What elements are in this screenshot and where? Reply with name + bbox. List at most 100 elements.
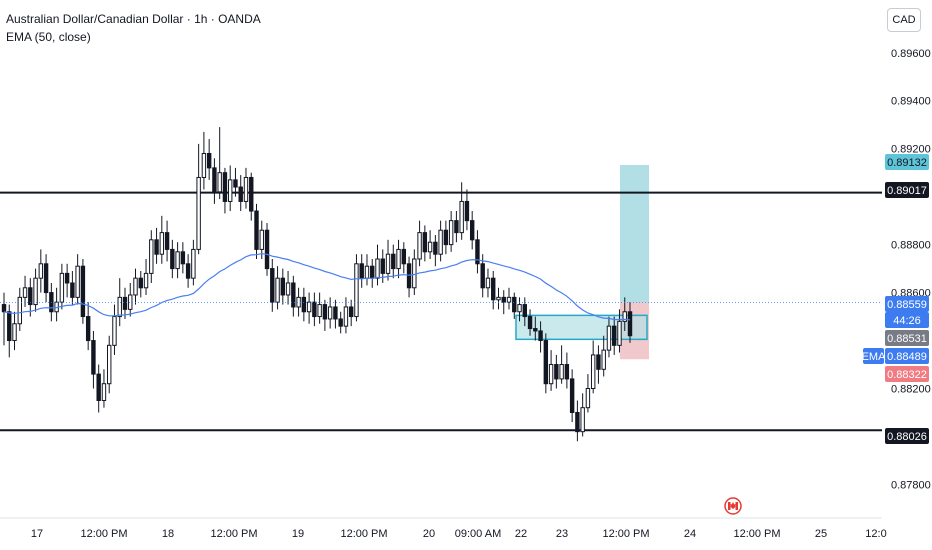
price-tag: 44:26 [885,312,929,328]
candle [370,259,375,288]
candle [401,242,407,274]
candle [317,292,322,324]
candle [285,270,291,305]
candle [496,287,501,310]
candle [338,311,343,334]
candle [149,230,154,283]
candle [596,345,601,384]
candle [564,352,570,389]
candle [201,131,207,190]
candle [143,259,149,295]
candle [585,374,591,413]
candle [64,263,70,298]
currency-button[interactable]: CAD [887,8,921,32]
y-tick-label: 0.89600 [891,48,931,60]
candle [354,254,359,322]
candle [212,158,217,204]
candle [206,139,212,180]
candle [612,316,617,355]
price-tag: 0.88559 [885,296,929,312]
candle [617,309,622,353]
candle [443,220,449,255]
candle [101,369,107,408]
x-tick-label: 22 [515,528,527,540]
candle [601,335,606,377]
y-tick-label: 0.87800 [891,479,931,491]
candle [59,263,65,310]
candle [128,282,133,317]
candle [233,167,238,197]
candle [38,249,44,293]
candle [375,244,380,286]
x-tick-label: 17 [31,528,43,540]
candle [270,259,275,312]
candle [175,242,180,279]
candle [569,369,575,423]
candle [291,275,296,317]
x-tick-label: 19 [292,528,304,540]
candle [70,270,75,305]
ema-legend: EMA (50, close) [6,30,91,44]
candle [238,175,243,212]
candle [622,297,627,331]
candle [28,278,33,317]
svg-text:0.88026: 0.88026 [887,431,927,443]
candle [491,270,496,310]
x-tick-label: 25 [815,528,827,540]
candle [533,316,538,341]
svg-text:0.88531: 0.88531 [887,333,927,345]
candle [517,297,522,322]
candle [249,172,254,221]
candle [359,254,364,288]
target-zone[interactable] [620,164,649,303]
svg-text:0.89132: 0.89132 [887,157,927,169]
candle [191,239,196,286]
candle [391,244,396,279]
candle [554,354,559,389]
candle [96,364,101,413]
candle [91,330,96,389]
x-tick-label: 12:00 PM [733,528,780,540]
candle [606,316,612,358]
candle [427,230,433,259]
y-tick-label: 0.88800 [891,240,931,252]
candle [117,278,122,327]
candle [527,309,533,336]
candle [280,268,286,305]
candle [259,220,264,259]
candle [543,333,549,394]
candle [164,220,170,262]
candle [85,302,91,351]
candle [580,393,585,437]
price-tag: 0.88026 [885,428,929,444]
price-tag: 0.89132 [885,154,929,170]
candle [475,230,480,274]
candle [575,400,580,442]
symbol-title: Australian Dollar/Canadian Dollar · 1h ·… [6,12,261,26]
candle [185,254,191,288]
candle [154,227,159,264]
candle [222,167,228,214]
candle [112,304,117,355]
candle [485,268,491,298]
candle [322,299,328,331]
candle [385,239,391,281]
y-tick-label: 0.89400 [891,96,931,108]
candle [333,299,338,329]
x-tick-label: 24 [684,528,696,540]
candle [1,292,7,346]
candle [170,239,175,279]
candle [217,127,222,200]
price-tag: 0.88489 [885,348,929,364]
candle [243,167,249,209]
candle [590,340,596,394]
candle [548,350,554,391]
candle [227,165,233,212]
x-tick-label: 12:00 PM [340,528,387,540]
canada-flag-icon[interactable] [724,497,742,515]
svg-text:EMA: EMA [862,351,887,363]
candle [459,182,464,240]
candle [522,297,527,327]
x-tick-label: 12:0 [865,528,886,540]
